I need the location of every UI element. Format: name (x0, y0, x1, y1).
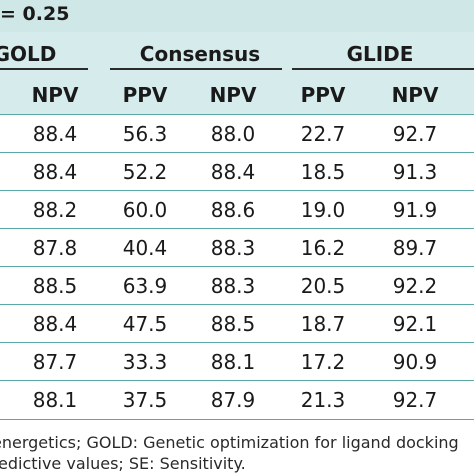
cell-gold-npv: 88.2 (32, 198, 78, 222)
cell-glide-npv: 91.3 (392, 160, 438, 184)
cell-glide-ppv: 18.7 (300, 312, 346, 336)
column-header-band (0, 74, 474, 114)
cell-consensus-npv: 88.6 (210, 198, 256, 222)
cell-consensus-npv: 88.0 (210, 122, 256, 146)
footnote-line-2: edictive values; SE: Sensitivity. (0, 454, 246, 473)
cell-consensus-ppv: 56.3 (122, 122, 168, 146)
cell-consensus-npv: 88.1 (210, 350, 256, 374)
cell-gold-npv: 88.4 (32, 122, 78, 146)
cell-glide-npv: 92.7 (392, 388, 438, 412)
cell-consensus-ppv: 63.9 (122, 274, 168, 298)
cell-gold-npv: 87.8 (32, 236, 78, 260)
cell-glide-npv: 90.9 (392, 350, 438, 374)
table-row: 88.1 37.5 87.9 21.3 92.7 (0, 380, 474, 420)
table-row: 88.5 63.9 88.3 20.5 92.2 (0, 266, 474, 305)
group-label-glide: GLIDE (346, 42, 414, 66)
group-label-consensus: Consensus (139, 42, 261, 66)
col-header-consensus-ppv: PPV (122, 83, 168, 107)
cell-consensus-npv: 88.4 (210, 160, 256, 184)
cell-consensus-ppv: 52.2 (122, 160, 168, 184)
footnote-line-1: energetics; GOLD: Genetic optimization f… (0, 433, 459, 452)
col-header-consensus-npv: NPV (209, 83, 257, 107)
cell-glide-npv: 89.7 (392, 236, 438, 260)
col-header-glide-ppv: PPV (300, 83, 346, 107)
cell-consensus-ppv: 37.5 (122, 388, 168, 412)
cell-consensus-ppv: 60.0 (122, 198, 168, 222)
table-row: 88.4 52.2 88.4 18.5 91.3 (0, 152, 474, 191)
threshold-header-band: = 0.25 (0, 0, 474, 32)
cell-glide-npv: 92.2 (392, 274, 438, 298)
cell-glide-npv: 92.1 (392, 312, 438, 336)
cell-consensus-npv: 88.3 (210, 274, 256, 298)
table-row: 87.7 33.3 88.1 17.2 90.9 (0, 342, 474, 381)
cell-glide-ppv: 21.3 (300, 388, 346, 412)
table-row: 87.8 40.4 88.3 16.2 89.7 (0, 228, 474, 267)
cell-glide-ppv: 20.5 (300, 274, 346, 298)
table-row: 88.4 47.5 88.5 18.7 92.1 (0, 304, 474, 343)
cell-consensus-ppv: 40.4 (122, 236, 168, 260)
cell-glide-npv: 92.7 (392, 122, 438, 146)
cell-consensus-npv: 87.9 (210, 388, 256, 412)
cell-glide-ppv: 18.5 (300, 160, 346, 184)
group-label-gold: GOLD (0, 42, 57, 66)
table-row: 88.4 56.3 88.0 22.7 92.7 (0, 114, 474, 153)
cell-consensus-ppv: 33.3 (122, 350, 168, 374)
group-rule-gold (0, 68, 88, 70)
cell-gold-npv: 88.1 (32, 388, 78, 412)
col-header-glide-npv: NPV (391, 83, 439, 107)
cell-glide-ppv: 16.2 (300, 236, 346, 260)
col-header-gold-npv: NPV (31, 83, 79, 107)
cell-consensus-ppv: 47.5 (122, 312, 168, 336)
cell-glide-ppv: 19.0 (300, 198, 346, 222)
table-row: 88.2 60.0 88.6 19.0 91.9 (0, 190, 474, 229)
cell-gold-npv: 87.7 (32, 350, 78, 374)
cell-consensus-npv: 88.5 (210, 312, 256, 336)
group-header-band (0, 32, 474, 74)
cell-glide-ppv: 22.7 (300, 122, 346, 146)
cell-gold-npv: 88.4 (32, 312, 78, 336)
group-rule-consensus (110, 68, 282, 70)
threshold-title: = 0.25 (0, 3, 70, 25)
cell-glide-npv: 91.9 (392, 198, 438, 222)
group-rule-glide (292, 68, 474, 70)
cell-glide-ppv: 17.2 (300, 350, 346, 374)
cell-gold-npv: 88.5 (32, 274, 78, 298)
cell-gold-npv: 88.4 (32, 160, 78, 184)
cell-consensus-npv: 88.3 (210, 236, 256, 260)
